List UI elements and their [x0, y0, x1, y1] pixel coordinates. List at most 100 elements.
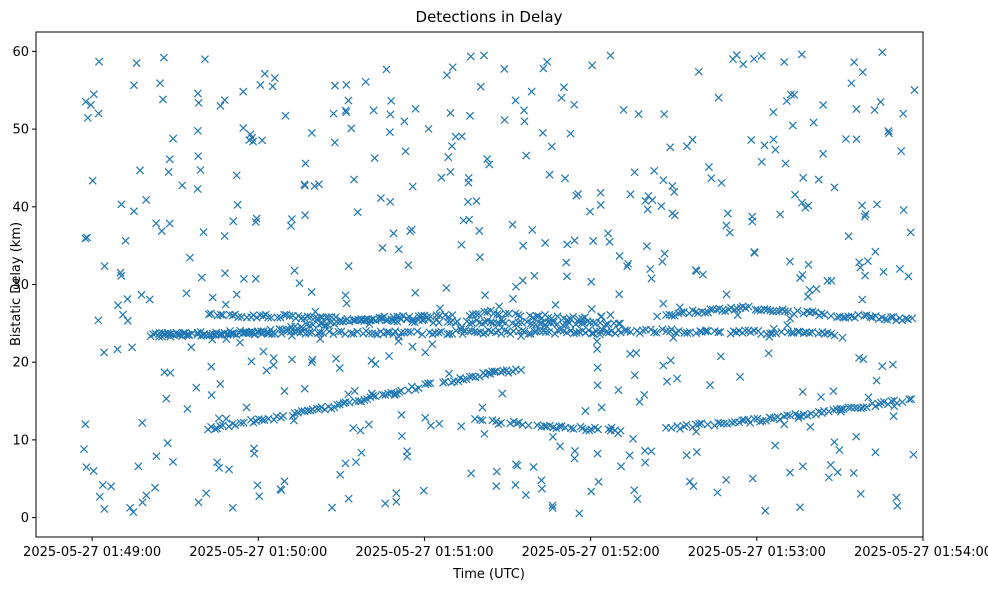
data-point	[547, 142, 556, 151]
data-point	[716, 328, 725, 337]
data-point	[478, 403, 487, 412]
data-point	[459, 375, 468, 384]
data-point	[350, 387, 359, 396]
data-point	[543, 57, 552, 66]
data-point	[492, 482, 501, 491]
data-point	[826, 460, 835, 469]
data-point	[798, 270, 807, 279]
data-point	[342, 299, 351, 308]
data-point	[744, 302, 753, 311]
data-point	[344, 96, 353, 105]
data-point	[771, 441, 780, 450]
data-point	[300, 180, 309, 189]
data-point	[730, 305, 739, 314]
data-point	[908, 314, 917, 323]
data-point	[375, 313, 384, 322]
data-point	[307, 128, 316, 137]
data-point	[344, 390, 353, 399]
data-point	[856, 263, 865, 272]
data-point	[890, 402, 899, 411]
data-point	[386, 110, 395, 119]
y-axis-label: Bistatic Delay (km)	[9, 222, 24, 346]
data-point	[547, 314, 556, 323]
data-point	[769, 307, 778, 316]
data-point	[850, 403, 859, 412]
data-point	[750, 414, 759, 423]
data-point	[685, 477, 694, 486]
data-point	[593, 449, 602, 458]
data-point	[239, 124, 248, 133]
data-point	[725, 228, 734, 237]
data-point	[384, 389, 393, 398]
data-point	[572, 328, 581, 337]
data-point	[785, 468, 795, 477]
data-point	[448, 311, 457, 320]
data-point	[876, 97, 885, 106]
data-point	[592, 337, 602, 346]
data-point	[870, 105, 879, 115]
data-point	[457, 240, 466, 249]
data-point	[453, 317, 462, 326]
data-point	[214, 330, 224, 339]
data-point	[232, 290, 241, 299]
data-point	[892, 493, 901, 502]
data-point	[723, 209, 732, 218]
plot-frame	[35, 31, 924, 538]
data-point	[514, 318, 523, 327]
data-point	[797, 50, 806, 59]
data-point	[220, 96, 229, 105]
data-point	[692, 448, 701, 457]
data-point	[475, 253, 484, 262]
data-point	[345, 317, 354, 326]
data-point	[464, 173, 473, 182]
data-point	[233, 200, 242, 209]
data-point	[635, 397, 644, 406]
data-point	[814, 175, 823, 184]
x-tick-label: 2025-05-27 01:54:00	[854, 545, 988, 560]
data-point	[437, 327, 446, 336]
data-point	[864, 393, 873, 402]
data-point	[587, 329, 596, 338]
data-point	[741, 326, 750, 335]
data-point	[157, 227, 166, 236]
data-point	[597, 403, 606, 412]
data-point	[303, 312, 312, 321]
data-point	[83, 233, 92, 242]
data-point	[497, 315, 506, 324]
data-point	[441, 377, 450, 386]
data-point	[216, 421, 225, 431]
data-point	[566, 424, 575, 433]
data-point	[300, 384, 309, 393]
data-point	[129, 207, 139, 216]
y-tick-label: 60	[12, 45, 29, 60]
data-point	[784, 307, 793, 316]
data-point	[316, 328, 325, 337]
data-point	[165, 155, 174, 164]
data-point	[570, 454, 579, 463]
data-point	[723, 419, 732, 428]
data-point	[791, 190, 800, 199]
data-point	[426, 312, 435, 321]
data-point	[152, 452, 161, 461]
data-point	[504, 309, 513, 318]
data-point	[860, 311, 869, 320]
data-point	[208, 335, 217, 344]
data-point	[468, 310, 477, 319]
data-point	[563, 240, 572, 249]
data-point	[369, 106, 378, 115]
data-point	[494, 420, 503, 429]
data-point	[117, 200, 126, 209]
data-point	[486, 306, 495, 315]
data-point	[602, 328, 611, 337]
data-point	[538, 128, 547, 137]
data-point	[408, 342, 417, 351]
data-point	[604, 229, 613, 238]
data-point	[480, 429, 489, 438]
data-point	[185, 331, 194, 340]
data-point	[615, 290, 624, 299]
data-point	[614, 429, 623, 438]
data-point	[207, 362, 216, 371]
data-point	[347, 124, 356, 133]
data-point	[545, 328, 554, 337]
data-point	[98, 480, 107, 490]
